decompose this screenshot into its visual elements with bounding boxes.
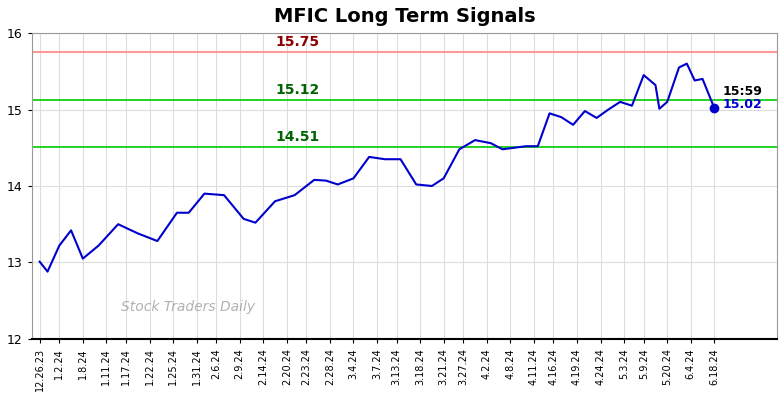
Text: 15:59: 15:59 <box>722 85 762 98</box>
Text: 15.12: 15.12 <box>275 83 320 97</box>
Text: 15.75: 15.75 <box>275 35 320 49</box>
Text: 15.02: 15.02 <box>722 98 762 111</box>
Title: MFIC Long Term Signals: MFIC Long Term Signals <box>274 7 535 26</box>
Text: Stock Traders Daily: Stock Traders Daily <box>122 300 256 314</box>
Text: 14.51: 14.51 <box>275 130 320 144</box>
